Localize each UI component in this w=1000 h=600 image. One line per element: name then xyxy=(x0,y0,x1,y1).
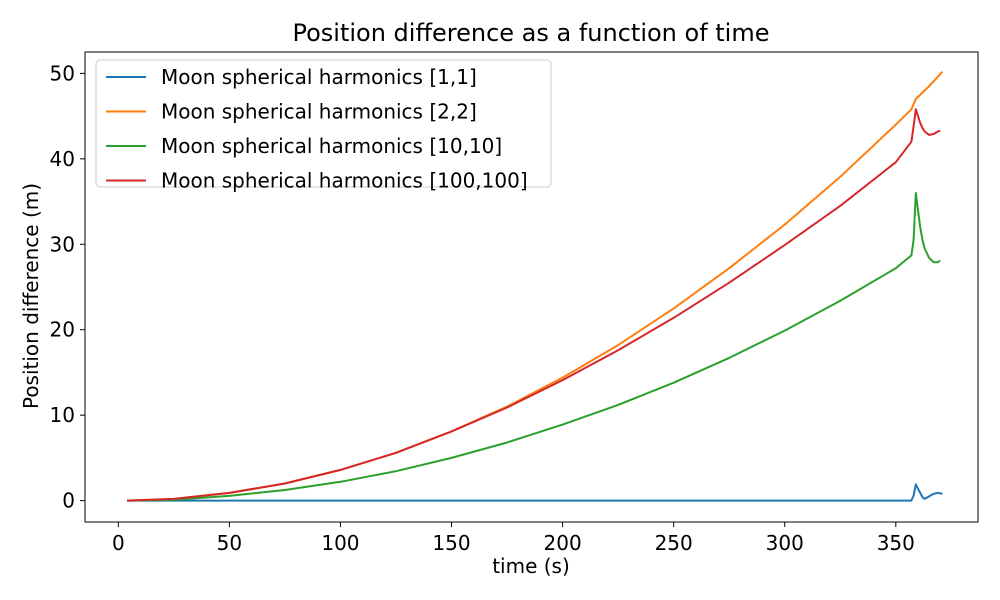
y-axis-label: Position difference (m) xyxy=(19,183,43,409)
legend-label-2: Moon spherical harmonics [2,2] xyxy=(161,100,477,124)
x-tick-label: 50 xyxy=(217,531,242,555)
x-tick-label: 300 xyxy=(766,531,804,555)
legend-label-1: Moon spherical harmonics [1,1] xyxy=(161,65,477,89)
axes: 0 50 100 150 200 250 300 350 0 10 20 30 40 50 xyxy=(50,51,979,555)
legend-box xyxy=(95,59,552,188)
y-tick-label: 0 xyxy=(62,489,75,513)
series-line-1 xyxy=(127,483,943,502)
x-tick-label: 0 xyxy=(112,531,125,555)
plot-area xyxy=(127,71,944,502)
y-tick-label: 10 xyxy=(50,403,75,427)
legend-label-3: Moon spherical harmonics [10,10] xyxy=(161,134,502,158)
x-tick-label: 150 xyxy=(432,531,470,555)
x-axis-label: time (s) xyxy=(492,554,570,578)
chart-title: Position difference as a function of tim… xyxy=(292,19,769,47)
y-tick-label: 30 xyxy=(50,232,75,256)
series-line-4 xyxy=(127,108,941,502)
legend: Moon spherical harmonics [1,1] Moon spher… xyxy=(95,59,552,193)
y-tick-label: 20 xyxy=(50,318,75,342)
axes-frame xyxy=(84,51,979,523)
legend-label-4: Moon spherical harmonics [100,100] xyxy=(161,169,528,193)
y-tick-label: 50 xyxy=(50,61,75,85)
x-tick-label: 200 xyxy=(544,531,582,555)
series-line-3 xyxy=(127,192,941,502)
y-tick-label: 40 xyxy=(50,147,75,171)
x-tick-label: 350 xyxy=(877,531,915,555)
x-tick-label: 250 xyxy=(655,531,693,555)
x-tick-label: 100 xyxy=(321,531,359,555)
